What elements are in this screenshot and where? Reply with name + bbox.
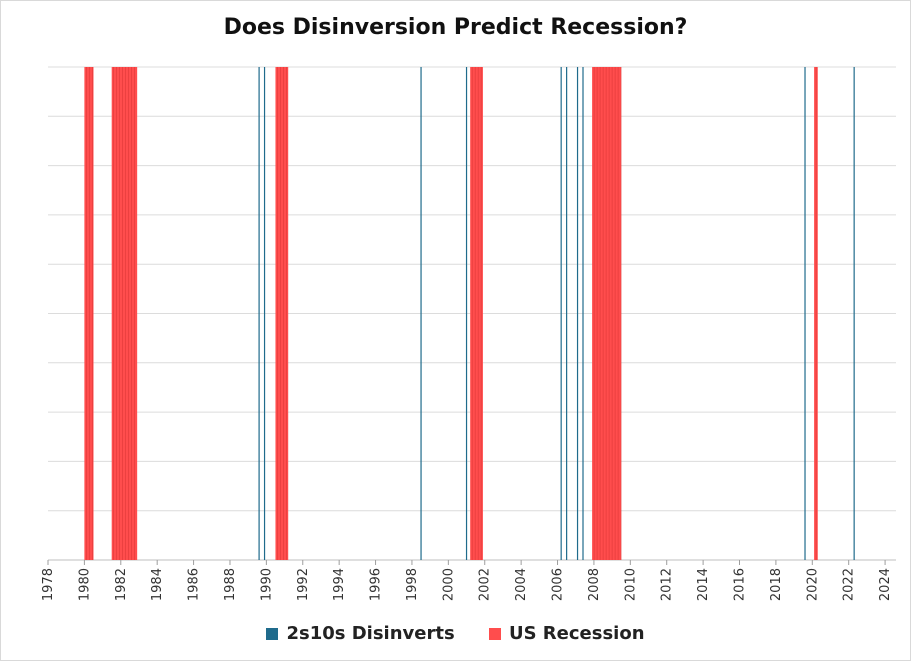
x-tick-label: 1994 [332,568,347,601]
x-tick-label: 2018 [769,568,784,601]
x-tick-label: 1978 [41,568,56,601]
legend-label-recession: US Recession [508,623,645,644]
x-tick-label: 2014 [696,568,711,601]
disinversion-lines [258,67,855,560]
x-tick-label: 1982 [114,568,129,601]
x-tick-label: 2008 [587,568,602,601]
x-tick-label: 1980 [77,568,92,601]
x-tick-label: 2012 [660,568,675,601]
x-tick-label: 1984 [150,568,165,601]
x-tick-label: 2020 [805,568,820,601]
x-tick-label: 2000 [441,568,456,601]
legend-label-disinverts: 2s10s Disinverts [286,623,455,644]
x-tick-label: 1998 [405,568,420,601]
x-tick-label: 2010 [623,568,638,601]
x-tick-label: 1990 [259,568,274,601]
legend: 2s10s Disinverts US Recession [1,623,910,645]
chart-title: Does Disinversion Predict Recession? [223,15,688,40]
recession-band [111,67,138,560]
x-tick-label: 2002 [478,568,493,601]
chart-plot: 1978 1980 1982 1984 1986 1988 1990 1992 1994 1996… [41,66,896,601]
recession-band [84,67,94,560]
x-tick-label: 2016 [733,568,748,601]
recession-bands [84,67,818,560]
legend-swatch-recession [488,627,501,640]
legend-item-recession: US Recession [488,623,645,644]
legend-swatch-disinverts [266,627,279,640]
legend-item-disinverts: 2s10s Disinverts [266,623,455,644]
x-tick-label: 1986 [187,568,202,601]
x-tick-label: 2022 [842,568,857,601]
x-tick-label: 2006 [551,568,566,601]
x-tick-label: 1992 [296,568,311,601]
x-tick-label: 1996 [369,568,384,601]
x-tick-label: 2004 [514,568,529,601]
x-axis: 1978 1980 1982 1984 1986 1988 1990 1992 1994 1996… [41,560,893,601]
recession-band [470,67,483,560]
recession-band [592,67,622,560]
recession-band [275,67,289,560]
x-tick-label: 2024 [878,568,893,601]
x-tick-label: 1988 [223,568,238,601]
